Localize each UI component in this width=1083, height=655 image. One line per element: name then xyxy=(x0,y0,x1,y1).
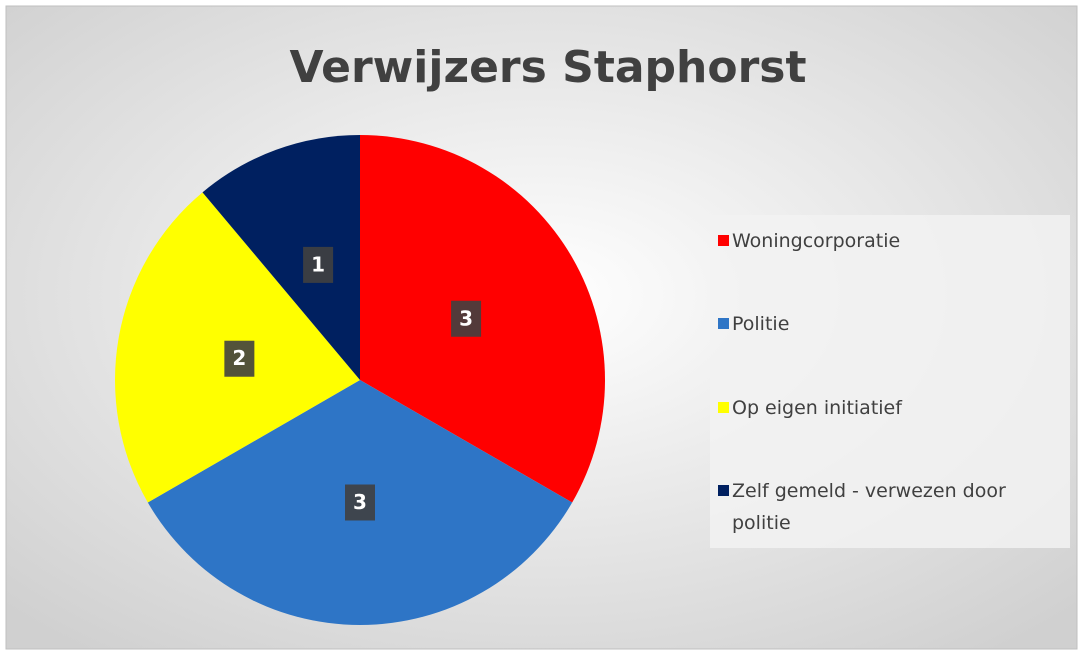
legend-swatch xyxy=(718,318,729,329)
data-label-box xyxy=(224,340,255,377)
pie-slice xyxy=(360,135,605,503)
legend-label: Politie xyxy=(732,313,790,335)
legend-item: Politie xyxy=(718,308,1032,340)
data-label-box xyxy=(345,484,375,521)
data-label: 2 xyxy=(232,346,246,370)
legend-swatch xyxy=(718,485,729,496)
legend-item: Zelf gemeld - verwezen door politie xyxy=(718,475,1032,539)
legend-item: Woningcorporatie xyxy=(718,225,1032,257)
pie-slice xyxy=(202,135,360,380)
chart-title: Verwijzers Staphorst xyxy=(289,42,806,93)
legend: Woningcorporatie Politie Op eigen initiati… xyxy=(710,215,1070,548)
legend-swatch xyxy=(718,235,729,246)
data-label: 3 xyxy=(459,306,473,330)
legend-item: Op eigen initiatief xyxy=(718,392,1032,424)
legend-label: Op eigen initiatief xyxy=(732,397,902,419)
legend-label: Woningcorporatie xyxy=(732,230,901,252)
data-label: 3 xyxy=(353,490,367,514)
data-label: 1 xyxy=(311,252,325,276)
data-label-box xyxy=(303,246,334,283)
data-label-box xyxy=(451,300,482,337)
legend-label: Zelf gemeld - verwezen door politie xyxy=(732,480,1006,534)
legend-swatch xyxy=(718,402,729,413)
